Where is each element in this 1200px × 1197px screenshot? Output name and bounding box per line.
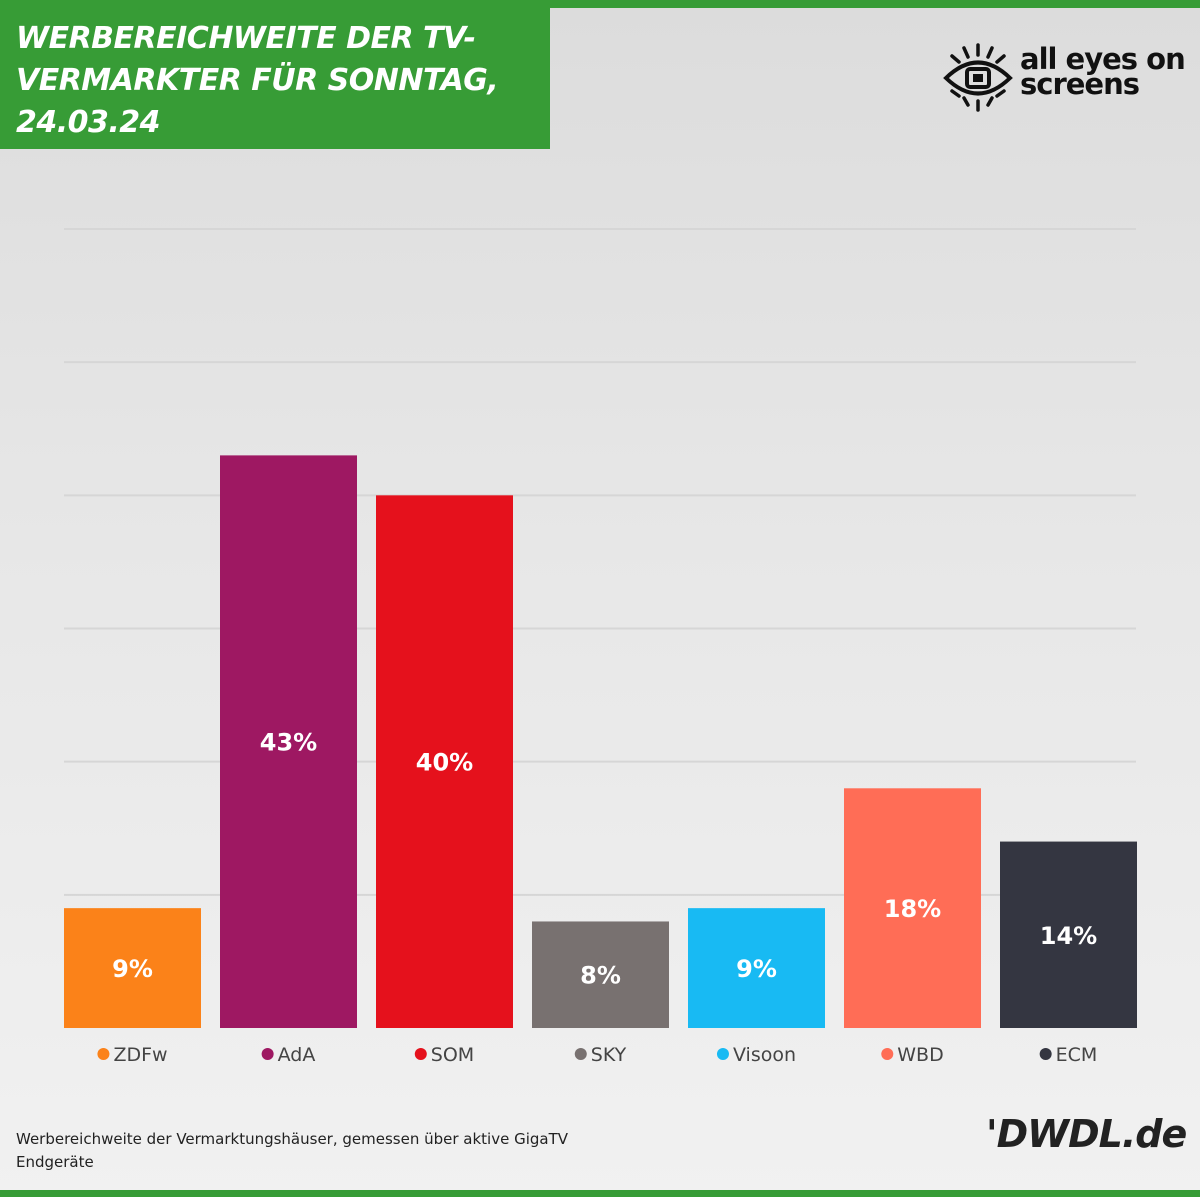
legend-item-som: SOM [414,1044,474,1066]
legend-item-zdfw: ZDFw [97,1044,168,1066]
legend-swatch [716,1048,729,1060]
legend-swatch [97,1048,110,1060]
legend-label: SOM [431,1044,474,1066]
footnote: Werbereichweite der Vermarktungshäuser, … [16,1130,569,1171]
bar-visoon [688,908,825,1028]
bar-value-label: 14% [1040,922,1097,950]
title-box: WERBEREICHWEITE DER TV- VERMARKTER FÜR S… [0,0,550,149]
legend-item-ada: AdA [261,1044,316,1066]
bar-zdfw [64,908,201,1028]
logo-text: all eyes on screens [1020,42,1186,101]
bar-ecm [1000,841,1137,1028]
bars: 9% 43% 40% 8% 9% 18% 14% [64,455,1137,1029]
legend-label: ECM [1056,1044,1098,1066]
bar-ada [220,455,357,1029]
legend-item-sky: SKY [574,1044,627,1066]
legend-swatch [574,1048,587,1060]
chart-title: WERBEREICHWEITE DER TV- VERMARKTER FÜR S… [16,21,499,140]
legend-item-wbd: WBD [881,1044,944,1066]
legend-swatch [261,1048,274,1060]
eye-icon [943,43,1013,112]
legend-item-visoon: Visoon [716,1044,796,1066]
legend-label: WBD [897,1044,943,1066]
bar-wbd [844,788,981,1028]
legend-swatch [881,1048,894,1060]
legend-label: ZDFw [113,1044,167,1066]
bar-som [376,495,513,1028]
bottom-accent-line [0,1190,1200,1197]
legend: ZDFw AdA SOM SKY Visoon WBD ECM [97,1044,1097,1066]
bar-value-label: 43% [260,729,317,757]
legend-label: SKY [591,1044,627,1066]
bar-value-label: 8% [580,962,621,990]
dwdl-brand: 'DWDL.de [986,1112,1187,1156]
bar-sky [532,921,669,1028]
legend-item-ecm: ECM [1039,1044,1098,1066]
bar-value-label: 9% [112,955,153,983]
legend-label: AdA [278,1044,316,1066]
legend-swatch [1039,1048,1052,1060]
all-eyes-on-screens-logo: all eyes on screens [942,43,1192,113]
legend-swatch [414,1048,427,1060]
bar-value-label: 9% [736,955,777,983]
top-accent-line [0,0,1200,8]
legend-label: Visoon [733,1044,796,1066]
bar-value-label: 40% [416,749,473,777]
bar-value-label: 18% [884,895,941,923]
